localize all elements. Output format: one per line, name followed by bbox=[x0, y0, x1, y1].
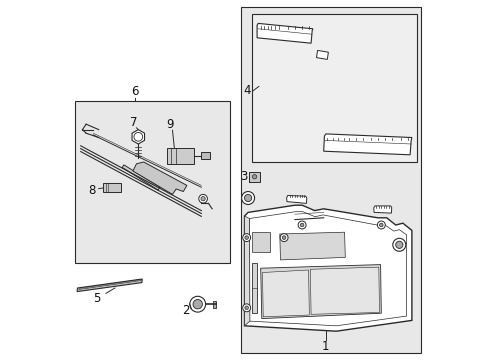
Text: 8: 8 bbox=[88, 184, 95, 197]
Text: 2: 2 bbox=[182, 304, 189, 317]
Text: 5: 5 bbox=[93, 292, 101, 305]
Polygon shape bbox=[132, 130, 144, 144]
Circle shape bbox=[282, 236, 285, 239]
Circle shape bbox=[395, 241, 402, 248]
Circle shape bbox=[300, 223, 303, 227]
Circle shape bbox=[280, 234, 287, 242]
Circle shape bbox=[252, 175, 256, 179]
Bar bbox=[241, 7, 420, 353]
Circle shape bbox=[377, 221, 385, 229]
Polygon shape bbox=[316, 50, 328, 59]
Bar bbox=[212, 301, 216, 308]
Text: 6: 6 bbox=[131, 85, 138, 98]
Polygon shape bbox=[244, 216, 249, 326]
Text: 1: 1 bbox=[321, 340, 328, 353]
Bar bbox=[167, 148, 194, 164]
Circle shape bbox=[244, 306, 248, 310]
Polygon shape bbox=[373, 206, 391, 213]
Circle shape bbox=[242, 304, 250, 312]
Circle shape bbox=[134, 132, 142, 141]
Bar bbox=[251, 232, 269, 252]
Polygon shape bbox=[244, 205, 411, 331]
Circle shape bbox=[201, 197, 205, 201]
Text: 4: 4 bbox=[243, 84, 251, 97]
Text: 3: 3 bbox=[239, 170, 246, 183]
Polygon shape bbox=[310, 267, 379, 314]
Text: 9: 9 bbox=[165, 118, 173, 131]
Circle shape bbox=[244, 236, 248, 239]
Polygon shape bbox=[133, 162, 186, 194]
Circle shape bbox=[298, 221, 305, 229]
Polygon shape bbox=[260, 265, 381, 319]
Polygon shape bbox=[251, 263, 257, 313]
Text: 7: 7 bbox=[130, 116, 138, 129]
Polygon shape bbox=[77, 279, 142, 292]
Bar bbox=[103, 183, 121, 192]
Circle shape bbox=[241, 192, 254, 204]
Bar bbox=[201, 152, 210, 159]
Polygon shape bbox=[262, 270, 309, 317]
Circle shape bbox=[242, 234, 250, 242]
Polygon shape bbox=[286, 195, 306, 203]
Circle shape bbox=[244, 194, 251, 202]
Polygon shape bbox=[323, 134, 411, 155]
Circle shape bbox=[199, 194, 207, 203]
Bar bbox=[75, 101, 230, 263]
Bar bbox=[249, 172, 260, 182]
Circle shape bbox=[189, 296, 205, 312]
Circle shape bbox=[193, 300, 202, 309]
Polygon shape bbox=[257, 23, 312, 43]
Polygon shape bbox=[122, 165, 160, 190]
Bar bbox=[251, 14, 416, 162]
Circle shape bbox=[379, 223, 382, 227]
Circle shape bbox=[392, 238, 405, 251]
Polygon shape bbox=[279, 232, 345, 260]
